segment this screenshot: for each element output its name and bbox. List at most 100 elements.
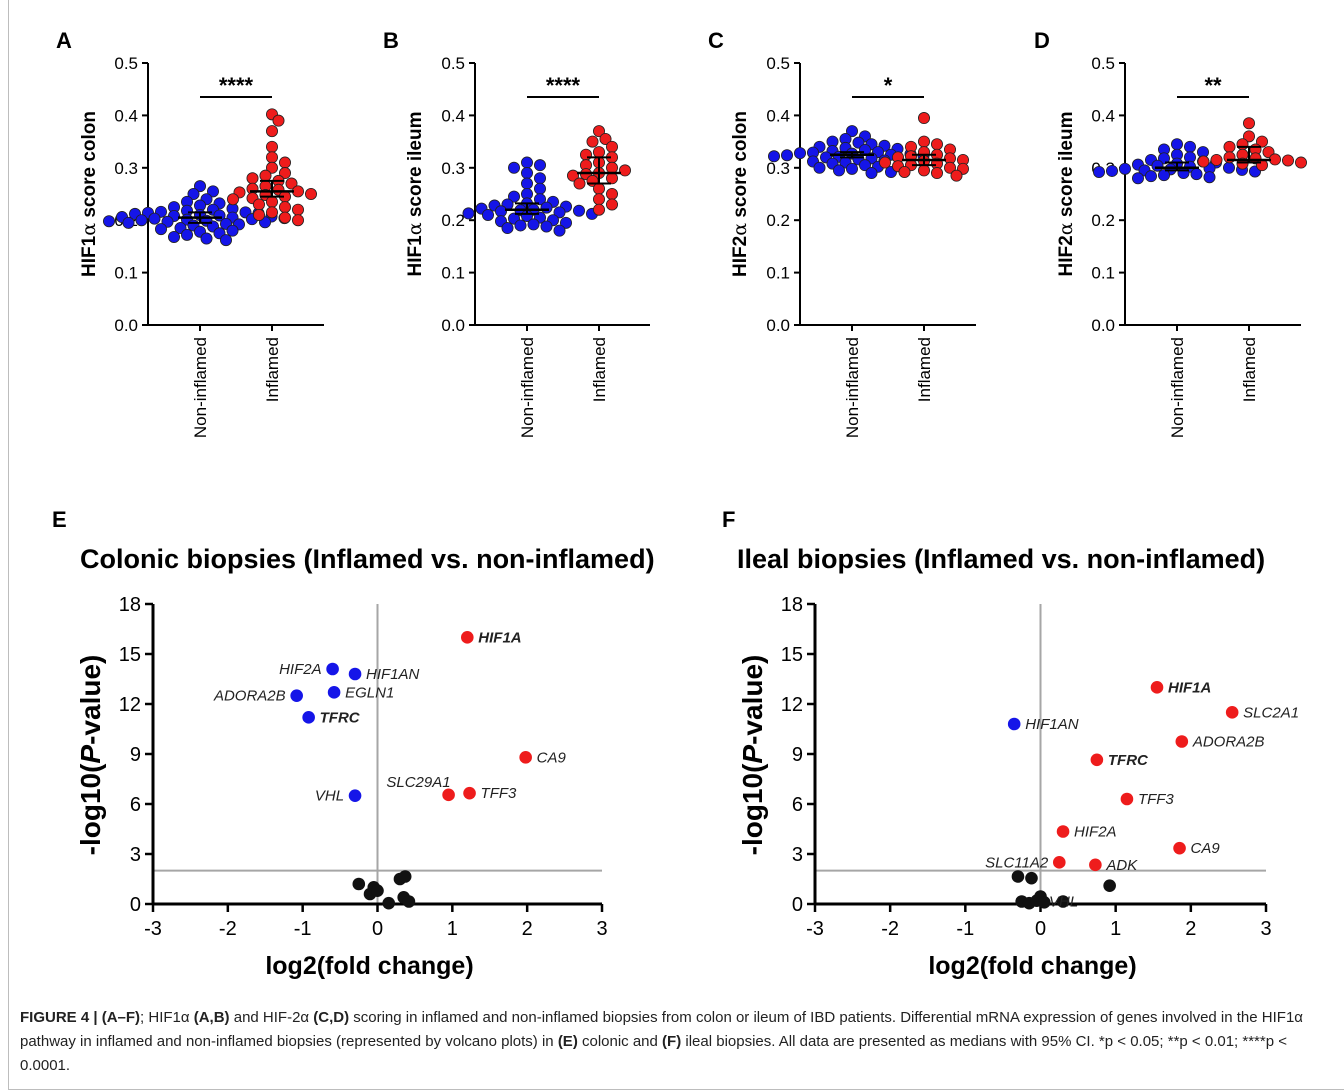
data-point-inflamed bbox=[265, 151, 278, 164]
data-point-inflamed bbox=[606, 198, 619, 211]
x-tick-label: -2 bbox=[881, 918, 899, 940]
significance-stars: **** bbox=[219, 73, 254, 98]
y-tick-label: 0.1 bbox=[114, 264, 138, 283]
gene-label-tfrc: TFRC bbox=[1108, 752, 1149, 769]
gene-point bbox=[1011, 870, 1025, 883]
data-point-non-inflamed bbox=[1119, 162, 1132, 175]
x-tick-label: 3 bbox=[1260, 918, 1271, 940]
y-axis-label: HIF1α score ileum bbox=[404, 112, 426, 277]
caption-text-1: ; HIF1α bbox=[140, 1009, 194, 1026]
data-point-non-inflamed bbox=[521, 156, 534, 169]
y-axis-label-post: score colon bbox=[730, 111, 751, 223]
alpha-symbol: α bbox=[404, 222, 426, 235]
data-point-inflamed bbox=[573, 177, 586, 190]
data-point-non-inflamed bbox=[193, 180, 206, 193]
gene-label-hif2a: HIF2A bbox=[1074, 824, 1117, 841]
data-point-non-inflamed bbox=[1177, 167, 1190, 180]
data-point-non-inflamed bbox=[180, 228, 193, 241]
x-axis-label: log2(fold change) bbox=[928, 952, 1136, 980]
gene-point bbox=[1025, 871, 1038, 885]
data-point-inflamed bbox=[1243, 117, 1256, 130]
data-point-non-inflamed bbox=[534, 193, 547, 206]
x-category-label: Inflamed bbox=[590, 337, 609, 402]
data-point-non-inflamed bbox=[553, 206, 566, 219]
panel-letter: A bbox=[56, 28, 72, 53]
data-point-inflamed bbox=[593, 125, 606, 138]
dotplot-panel-b: B 0.0 0.1 0.2 0.3 0.4 0.5 HIF1α score ileum Non-… bbox=[383, 28, 650, 438]
y-tick-label: 0.4 bbox=[441, 106, 465, 125]
data-point-inflamed bbox=[285, 177, 298, 190]
data-point-inflamed bbox=[1223, 151, 1236, 164]
x-tick-label: 0 bbox=[372, 918, 383, 940]
data-point-inflamed bbox=[265, 195, 278, 208]
x-tick-label: 1 bbox=[1110, 918, 1121, 940]
gene-point-tfrc bbox=[1090, 753, 1104, 767]
data-point-inflamed bbox=[291, 203, 304, 216]
data-point-non-inflamed bbox=[865, 167, 878, 180]
volcano-title: Colonic biopsies (Inflamed vs. non-infla… bbox=[80, 544, 655, 574]
y-tick-label: 0.0 bbox=[1091, 316, 1115, 335]
caption-text-4: colonic and bbox=[577, 1033, 663, 1050]
y-axis-label-pre: HIF2 bbox=[1056, 235, 1077, 276]
data-point-non-inflamed bbox=[122, 216, 135, 229]
y-tick-label: 0.0 bbox=[114, 316, 138, 335]
caption-bold-f: (F) bbox=[662, 1033, 682, 1050]
y-axis-label-post: score ileum bbox=[1056, 112, 1077, 223]
x-tick-label: -2 bbox=[219, 918, 237, 940]
gene-point-slc11a2 bbox=[1052, 856, 1066, 869]
data-point-inflamed bbox=[593, 203, 606, 216]
panel-letter: F bbox=[722, 507, 735, 532]
y-tick-label: 0 bbox=[792, 894, 803, 916]
alpha-symbol: α bbox=[1055, 222, 1077, 235]
x-tick-label: -1 bbox=[294, 918, 312, 940]
data-point-inflamed bbox=[599, 132, 612, 145]
y-tick-label: 0.3 bbox=[766, 159, 790, 178]
data-point-inflamed bbox=[918, 112, 931, 125]
y-tick-label: 15 bbox=[119, 644, 141, 666]
panel-letter: B bbox=[383, 28, 399, 53]
gene-point-hif2a bbox=[326, 662, 339, 676]
gene-point-hif2a bbox=[1056, 825, 1070, 838]
data-point-inflamed bbox=[252, 198, 265, 211]
caption-text-5: ileal biopsies. All data are presented a… bbox=[20, 1033, 1287, 1074]
data-point-non-inflamed bbox=[103, 215, 116, 228]
data-point-inflamed bbox=[593, 182, 606, 195]
data-point-non-inflamed bbox=[1132, 172, 1145, 185]
y-axis-label-post: -value) bbox=[75, 655, 106, 745]
data-point-non-inflamed bbox=[1158, 169, 1171, 182]
data-point-non-inflamed bbox=[534, 159, 547, 172]
y-axis-label-pre: HIF2 bbox=[730, 236, 751, 277]
data-point-non-inflamed bbox=[833, 164, 846, 177]
x-tick-label: 3 bbox=[596, 918, 607, 940]
x-category-label: Inflamed bbox=[915, 337, 934, 402]
data-point-inflamed bbox=[265, 125, 278, 138]
data-point-inflamed bbox=[265, 161, 278, 174]
y-tick-label: 0.4 bbox=[766, 106, 790, 125]
data-point-inflamed bbox=[606, 161, 619, 174]
x-category-label: Non-inflamed bbox=[1168, 337, 1187, 438]
panel-letter: D bbox=[1034, 28, 1050, 53]
gene-point bbox=[402, 895, 416, 908]
gene-point-tff3 bbox=[1120, 792, 1134, 806]
data-point-inflamed bbox=[1197, 155, 1210, 168]
data-point-non-inflamed bbox=[226, 224, 239, 237]
gene-point-tff3 bbox=[463, 786, 476, 800]
data-point-inflamed bbox=[606, 187, 619, 200]
gene-point-adk bbox=[1089, 858, 1102, 872]
y-tick-label: 0.0 bbox=[766, 316, 790, 335]
x-category-label: Non-inflamed bbox=[518, 337, 537, 438]
data-point-non-inflamed bbox=[1203, 171, 1216, 184]
data-point-inflamed bbox=[1269, 153, 1282, 166]
data-point-non-inflamed bbox=[1223, 161, 1236, 174]
y-tick-label: 6 bbox=[130, 794, 141, 816]
data-point-non-inflamed bbox=[154, 223, 167, 236]
x-tick-label: 1 bbox=[447, 918, 458, 940]
data-point-non-inflamed bbox=[534, 182, 547, 195]
alpha-symbol: α bbox=[729, 223, 751, 236]
gene-label-slc29a1: SLC29A1 bbox=[386, 774, 450, 791]
data-point-non-inflamed bbox=[462, 207, 475, 220]
data-point-inflamed bbox=[593, 146, 606, 159]
data-point-inflamed bbox=[593, 193, 606, 206]
